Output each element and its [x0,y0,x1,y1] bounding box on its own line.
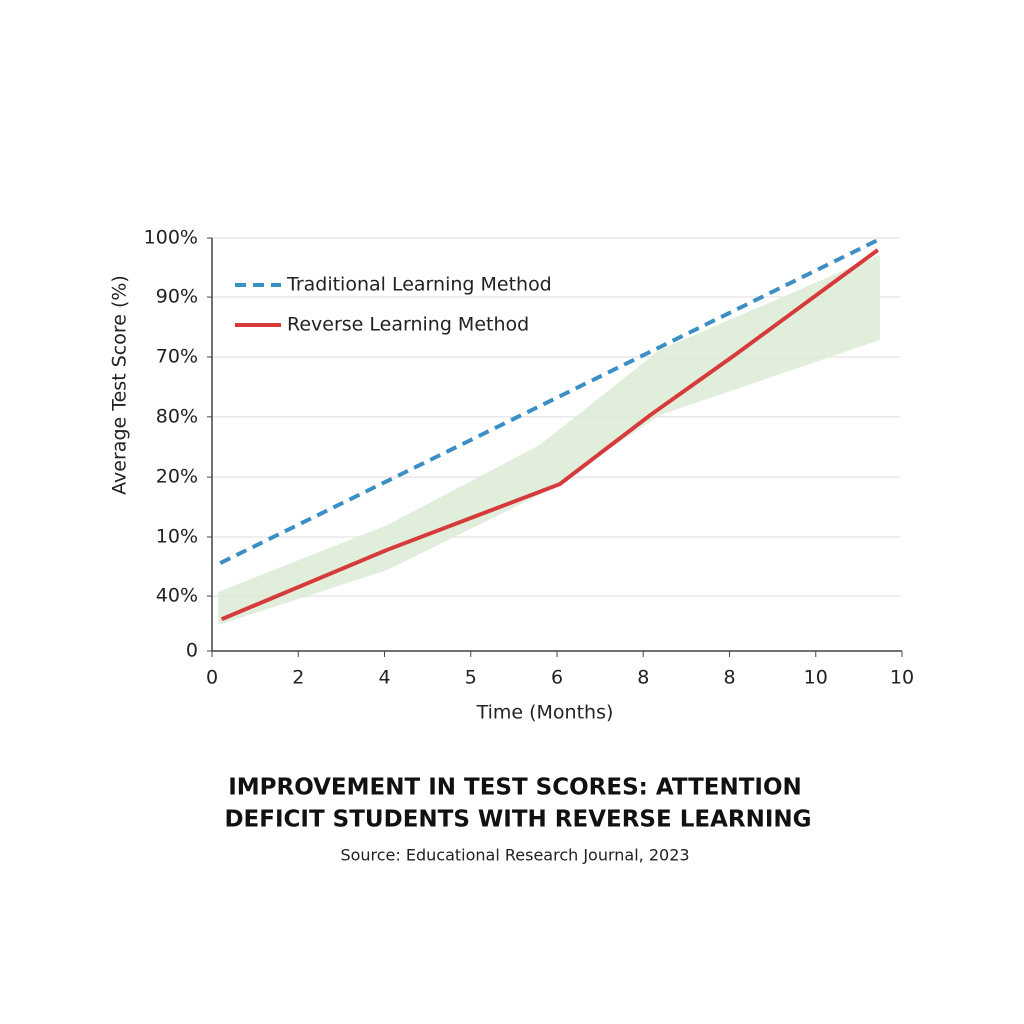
y-tick-label: 10% [156,526,198,548]
y-tick-label: 40% [156,585,198,607]
x-tick-label: 6 [551,667,563,689]
x-tick-label: 8 [723,667,735,689]
x-tick-label: 5 [465,667,477,689]
x-tick-label: 4 [378,667,390,689]
x-axis-label: Time (Months) [476,702,614,724]
y-tick-label: 80% [156,405,198,427]
y-tick-label: 90% [156,286,198,308]
chart-title: DEFICIT STUDENTS WITH REVERSE LEARNING [224,807,811,833]
chart-title: IMPROVEMENT IN TEST SCORES: ATTENTION [228,775,802,801]
x-tick-label: 2 [292,667,304,689]
x-tick-label: 10 [804,667,828,689]
legend-label: Reverse Learning Method [287,314,529,336]
source: Source: Educational Research Journal, 20… [340,846,689,865]
x-tick-label: 8 [637,667,649,689]
line [220,248,880,622]
y-tick-label: 20% [156,466,198,488]
legend-label: Traditional Learning Method [286,274,552,296]
confidence-band [218,254,880,625]
y-tick-label: 0 [186,640,198,662]
y-tick-label: 100% [144,227,198,249]
x-tick-label: 10 [890,667,914,689]
y-axis-label: Average Test Score (%) [109,275,131,495]
x-tick-label: 0 [206,667,218,689]
line [219,236,883,565]
y-tick-label: 70% [156,345,198,367]
